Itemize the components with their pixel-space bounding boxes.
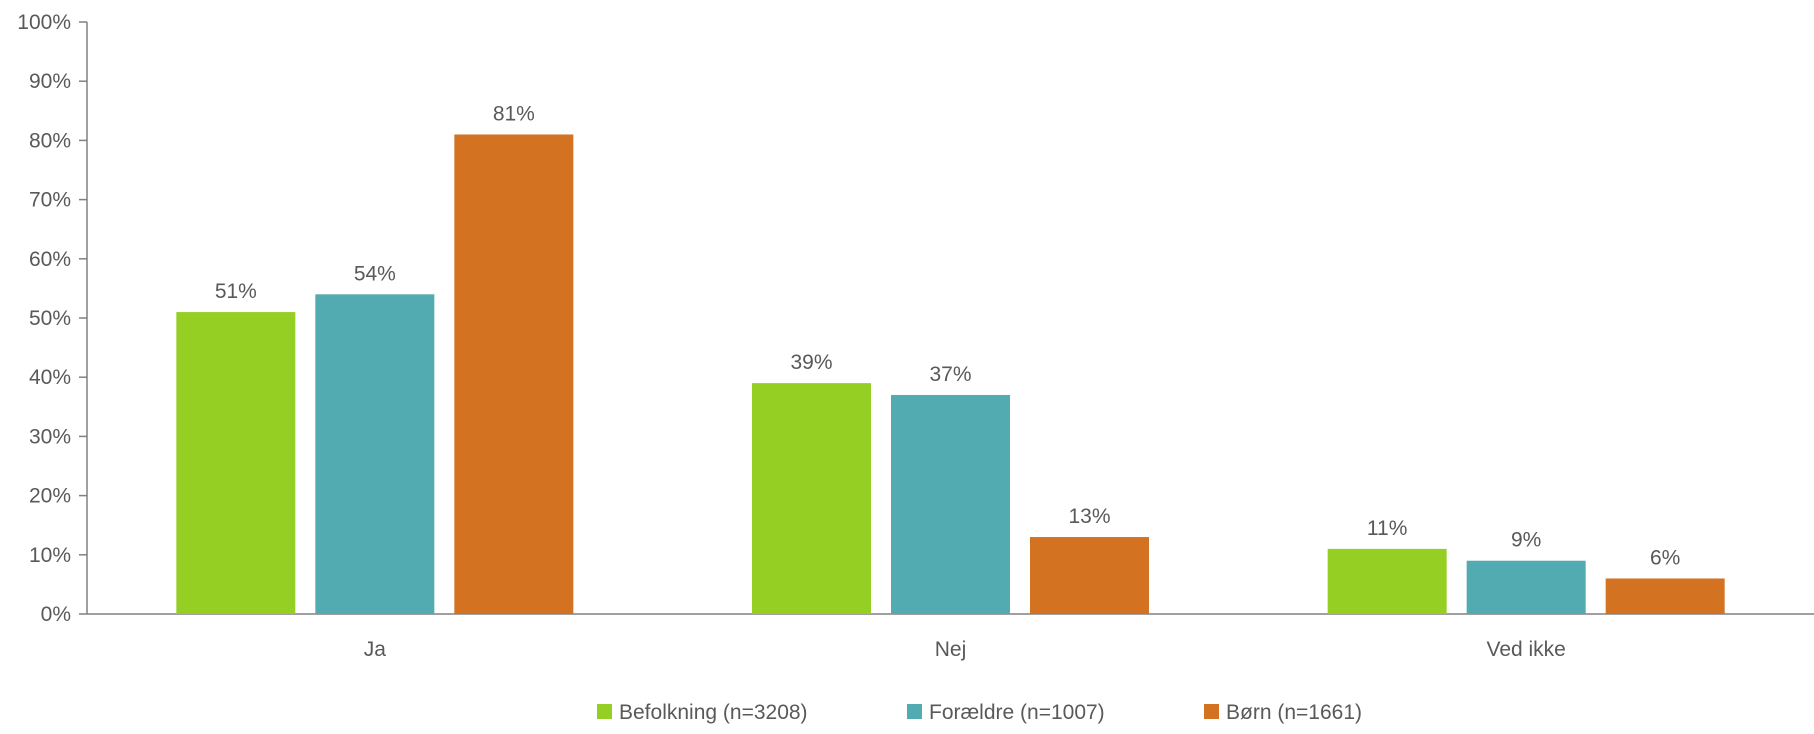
bar xyxy=(1466,560,1586,614)
y-tick-label: 60% xyxy=(29,248,71,271)
x-tick-label: Ja xyxy=(364,638,387,661)
bar xyxy=(176,312,296,614)
legend-label: Befolkning (n=3208) xyxy=(619,701,808,724)
y-tick-label: 90% xyxy=(29,70,71,93)
x-tick-label: Ved ikke xyxy=(1486,638,1565,661)
legend: Befolkning (n=3208) Forældre (n=1007) Børn… xyxy=(597,701,1362,724)
y-tick-label: 20% xyxy=(29,485,71,508)
y-tick-label: 30% xyxy=(29,425,71,448)
y-tick-label: 40% xyxy=(29,366,71,389)
legend-swatch xyxy=(907,704,922,719)
data-label: 11% xyxy=(1367,517,1407,540)
y-tick-label: 0% xyxy=(41,603,71,626)
data-label: 54% xyxy=(354,262,396,285)
bar xyxy=(752,383,871,614)
bar xyxy=(1030,537,1149,614)
data-label: 6% xyxy=(1650,546,1680,569)
bar xyxy=(1605,578,1725,614)
y-tick-label: 50% xyxy=(29,307,71,330)
data-label: 9% xyxy=(1511,529,1541,552)
bar xyxy=(891,394,1010,614)
data-label: 81% xyxy=(493,102,535,125)
y-tick-label: 80% xyxy=(29,129,71,152)
y-tick-label: 10% xyxy=(29,544,71,567)
y-tick-label: 100% xyxy=(17,11,71,34)
data-label: 39% xyxy=(790,351,832,374)
bar xyxy=(454,134,574,615)
data-label: 37% xyxy=(929,363,971,386)
x-tick-label: Nej xyxy=(935,638,967,661)
bar xyxy=(315,294,435,614)
data-label: 51% xyxy=(215,280,257,303)
legend-label: Forældre (n=1007) xyxy=(929,701,1105,724)
y-tick-label: 70% xyxy=(29,189,71,212)
bar xyxy=(1327,548,1447,614)
legend-label: Børn (n=1661) xyxy=(1226,701,1362,724)
legend-swatch xyxy=(1204,704,1219,719)
data-label: 13% xyxy=(1068,505,1110,528)
legend-swatch xyxy=(597,704,612,719)
